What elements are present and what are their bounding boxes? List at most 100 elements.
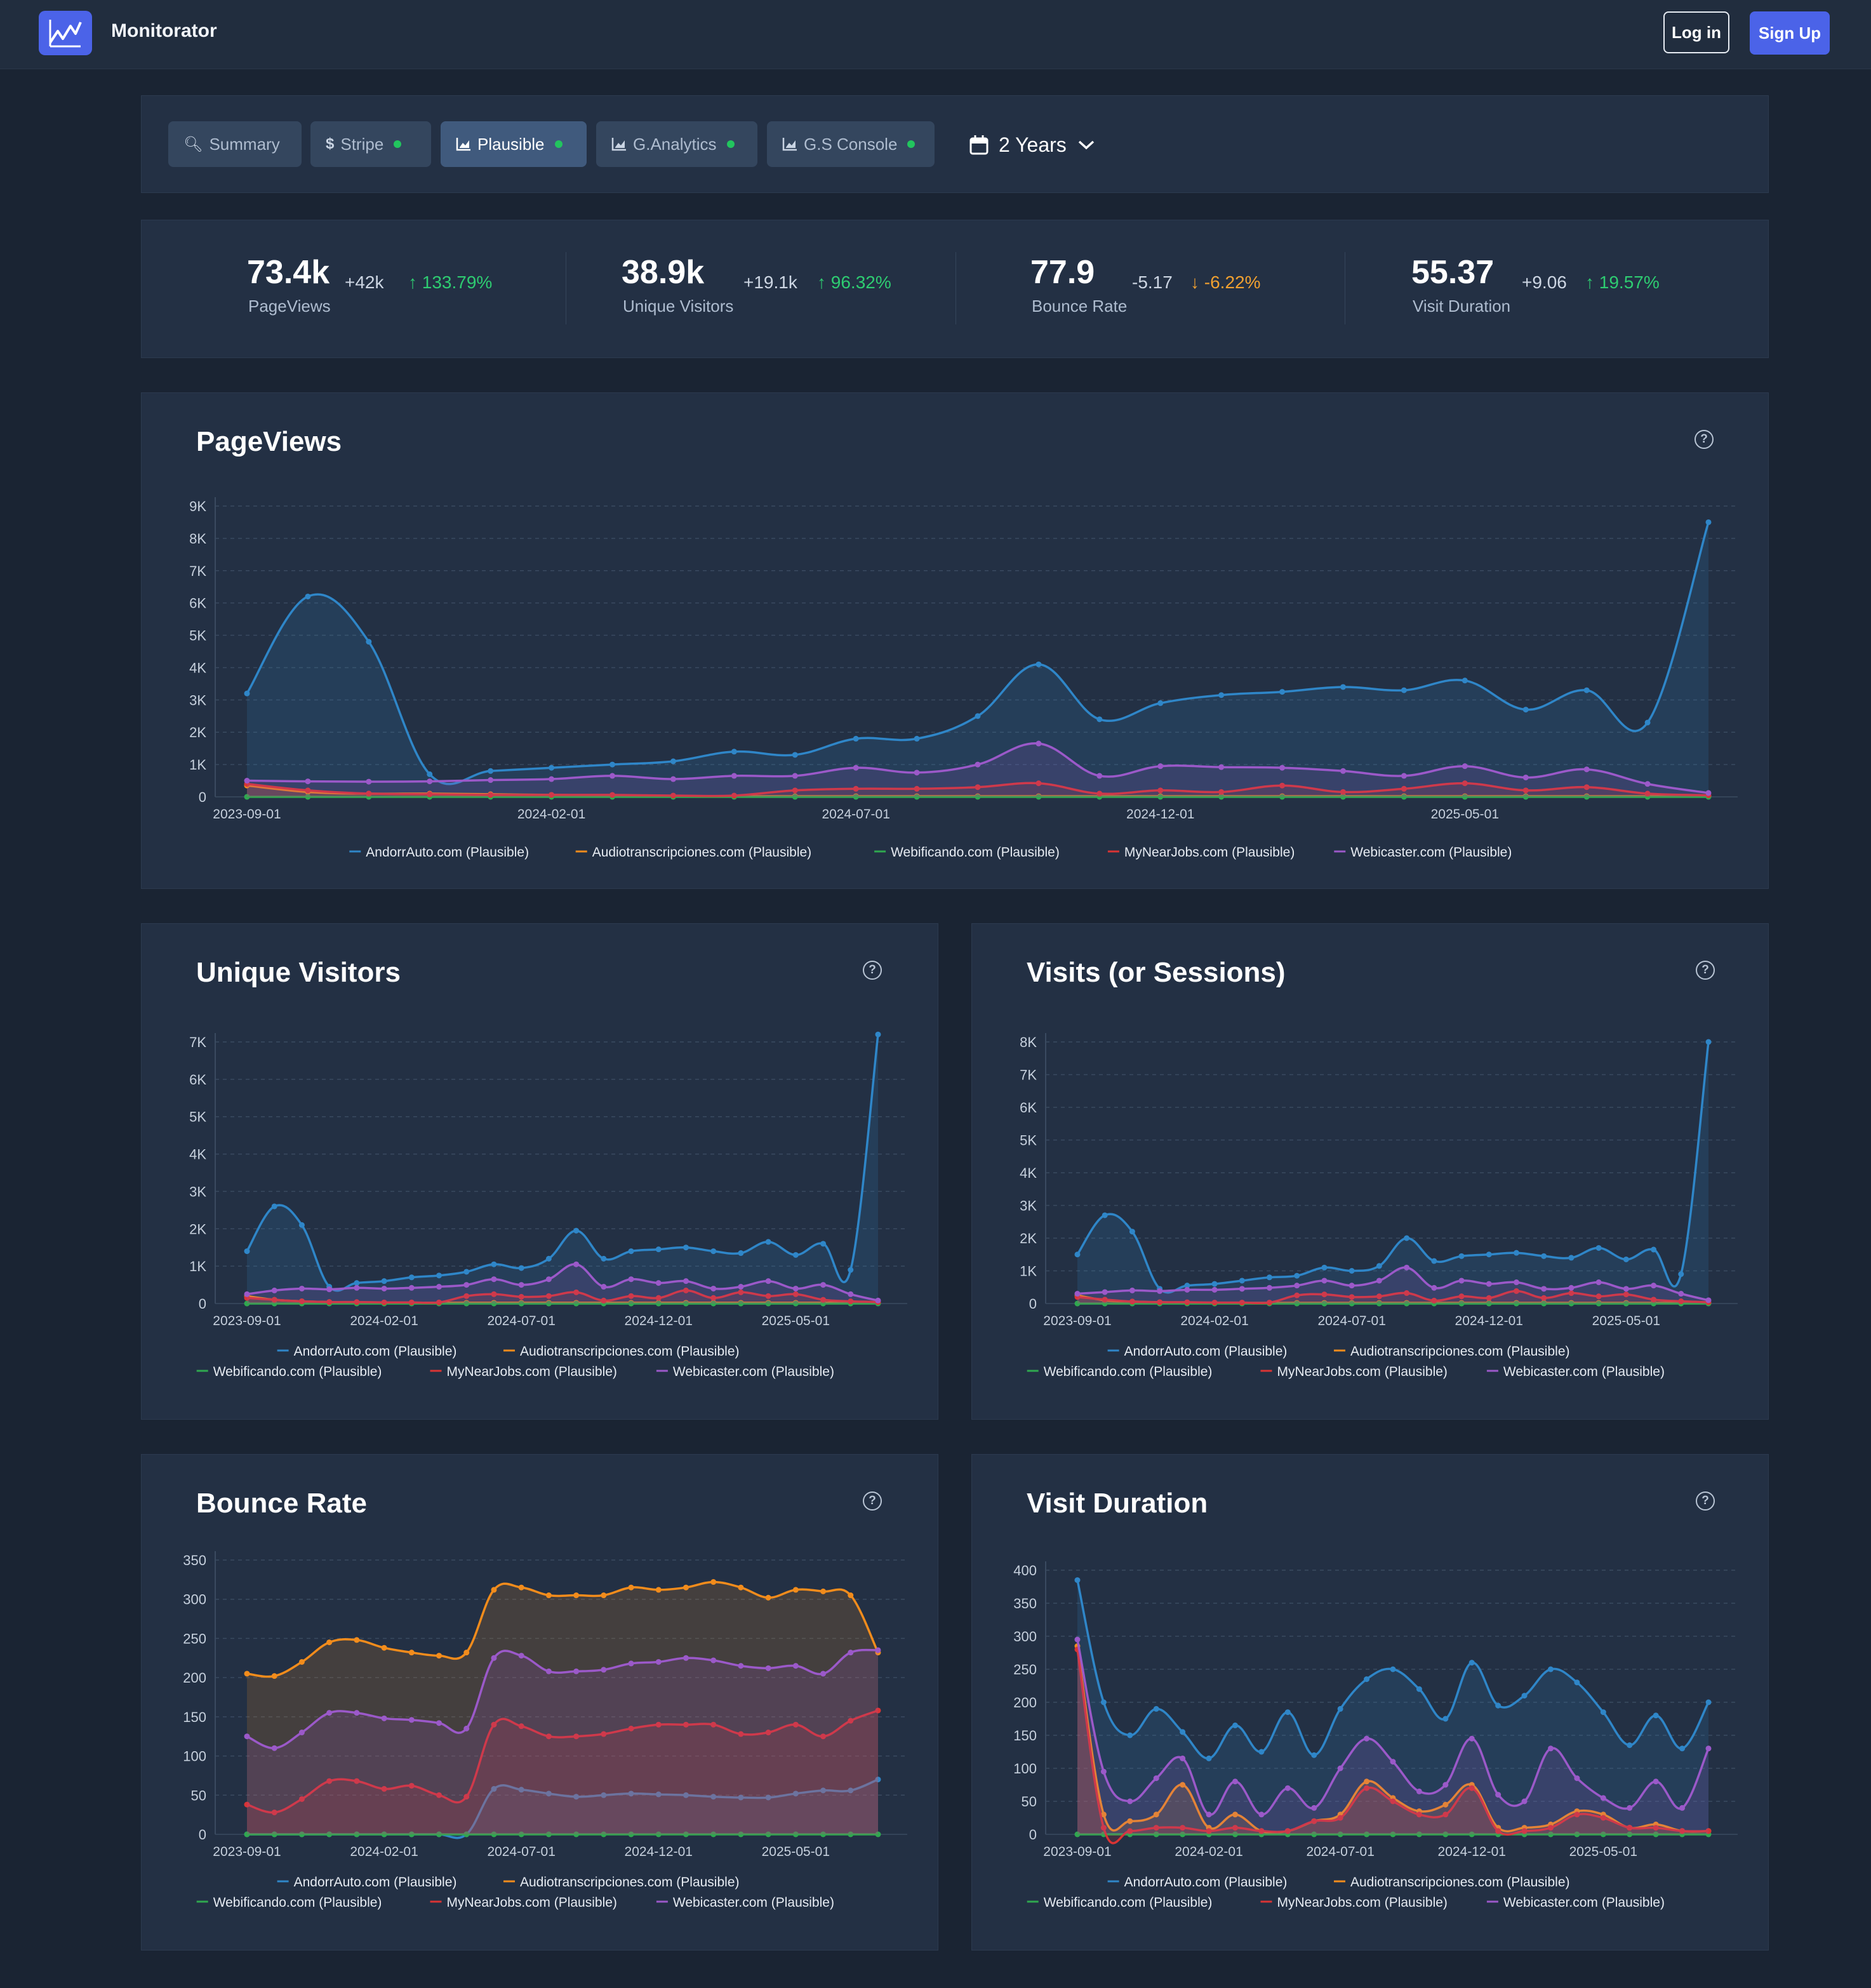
data-point[interactable] — [975, 761, 981, 768]
data-point[interactable] — [366, 639, 372, 645]
data-point[interactable] — [738, 1831, 744, 1838]
logo[interactable] — [39, 11, 92, 55]
data-point[interactable] — [518, 1265, 524, 1271]
data-point[interactable] — [573, 1831, 580, 1838]
data-point[interactable] — [682, 1831, 689, 1838]
data-point[interactable] — [1416, 1831, 1422, 1838]
data-point[interactable] — [1258, 1811, 1265, 1818]
data-point[interactable] — [463, 1300, 470, 1307]
data-point[interactable] — [1279, 764, 1286, 771]
data-point[interactable] — [1390, 1831, 1396, 1838]
data-point[interactable] — [1284, 1785, 1291, 1791]
data-point[interactable] — [601, 1297, 607, 1304]
data-point[interactable] — [491, 1831, 497, 1838]
data-point[interactable] — [436, 1272, 443, 1279]
data-point[interactable] — [1404, 1235, 1410, 1241]
data-point[interactable] — [1458, 1293, 1465, 1300]
data-point[interactable] — [1279, 782, 1286, 789]
data-point[interactable] — [244, 1300, 250, 1307]
data-point[interactable] — [731, 749, 737, 755]
data-point[interactable] — [573, 1794, 580, 1800]
data-point[interactable] — [491, 1276, 497, 1283]
signup-button[interactable]: Sign Up — [1750, 11, 1830, 55]
data-point[interactable] — [488, 777, 494, 784]
data-point[interactable] — [1404, 1290, 1410, 1297]
data-point[interactable] — [875, 1777, 881, 1783]
tab-plausible[interactable]: Plausible — [441, 121, 587, 167]
data-point[interactable] — [682, 1278, 689, 1284]
data-point[interactable] — [326, 1639, 333, 1646]
data-point[interactable] — [1294, 1272, 1300, 1279]
data-point[interactable] — [1127, 1828, 1133, 1834]
data-point[interactable] — [1100, 1811, 1107, 1818]
data-point[interactable] — [271, 1673, 277, 1679]
data-point[interactable] — [1218, 764, 1225, 770]
data-point[interactable] — [436, 1653, 443, 1659]
data-point[interactable] — [1239, 1286, 1245, 1292]
data-point[interactable] — [1390, 1666, 1396, 1672]
data-point[interactable] — [1348, 1283, 1355, 1289]
data-point[interactable] — [765, 1293, 771, 1299]
data-point[interactable] — [1035, 794, 1042, 800]
data-point[interactable] — [1157, 1288, 1163, 1294]
data-point[interactable] — [1239, 1278, 1245, 1284]
legend-item[interactable]: MyNearJobs.com (Plausible) — [1124, 845, 1295, 860]
data-point[interactable] — [1548, 1745, 1554, 1752]
legend-item[interactable]: Webificando.com (Plausible) — [1044, 1364, 1213, 1379]
data-point[interactable] — [875, 1831, 881, 1838]
data-point[interactable] — [1600, 1795, 1606, 1801]
data-point[interactable] — [545, 1300, 552, 1307]
data-point[interactable] — [628, 1725, 634, 1731]
data-point[interactable] — [1284, 1828, 1291, 1834]
data-point[interactable] — [244, 690, 250, 697]
data-point[interactable] — [1157, 700, 1164, 706]
data-point[interactable] — [271, 1745, 277, 1751]
data-point[interactable] — [738, 1300, 744, 1307]
data-point[interactable] — [628, 1584, 634, 1591]
data-point[interactable] — [1074, 1291, 1081, 1297]
data-point[interactable] — [463, 1650, 470, 1656]
data-point[interactable] — [545, 1276, 552, 1283]
data-point[interactable] — [1267, 1274, 1273, 1281]
data-point[interactable] — [1180, 1782, 1186, 1788]
data-point[interactable] — [1337, 1705, 1343, 1712]
legend-item[interactable]: Audiotranscripciones.com (Plausible) — [1350, 1344, 1570, 1359]
data-point[interactable] — [628, 1248, 634, 1255]
data-point[interactable] — [1180, 1831, 1186, 1838]
data-point[interactable] — [298, 1658, 305, 1665]
data-point[interactable] — [1541, 1295, 1547, 1301]
data-point[interactable] — [1157, 787, 1164, 794]
data-point[interactable] — [1462, 794, 1468, 800]
data-point[interactable] — [298, 1796, 305, 1802]
data-point[interactable] — [1401, 785, 1407, 792]
data-point[interactable] — [1100, 1699, 1107, 1705]
help-icon[interactable]: ? — [1696, 1491, 1715, 1511]
data-point[interactable] — [1232, 1831, 1238, 1838]
data-point[interactable] — [1211, 1281, 1218, 1287]
data-point[interactable] — [601, 1731, 607, 1737]
data-point[interactable] — [1311, 1805, 1317, 1811]
help-icon[interactable]: ? — [863, 1491, 882, 1511]
data-point[interactable] — [975, 784, 981, 791]
data-point[interactable] — [1627, 1831, 1633, 1838]
data-point[interactable] — [914, 770, 920, 776]
data-point[interactable] — [792, 787, 798, 794]
data-point[interactable] — [1513, 1250, 1519, 1256]
date-range-select[interactable]: 2 Years — [969, 129, 1096, 161]
data-point[interactable] — [820, 1241, 827, 1247]
data-point[interactable] — [573, 1261, 580, 1267]
data-point[interactable] — [1431, 1297, 1437, 1304]
data-point[interactable] — [366, 791, 372, 797]
data-point[interactable] — [738, 1584, 744, 1591]
data-point[interactable] — [1206, 1828, 1212, 1834]
data-point[interactable] — [792, 1285, 799, 1291]
legend-item[interactable]: Webicaster.com (Plausible) — [1503, 1895, 1665, 1910]
data-point[interactable] — [1458, 1300, 1465, 1307]
data-point[interactable] — [381, 1285, 387, 1291]
data-point[interactable] — [1705, 1699, 1712, 1705]
data-point[interactable] — [354, 1831, 360, 1838]
data-point[interactable] — [820, 1733, 827, 1740]
legend-item[interactable]: Webificando.com (Plausible) — [1044, 1895, 1213, 1910]
data-point[interactable] — [1364, 1831, 1370, 1838]
data-point[interactable] — [1521, 1828, 1528, 1834]
